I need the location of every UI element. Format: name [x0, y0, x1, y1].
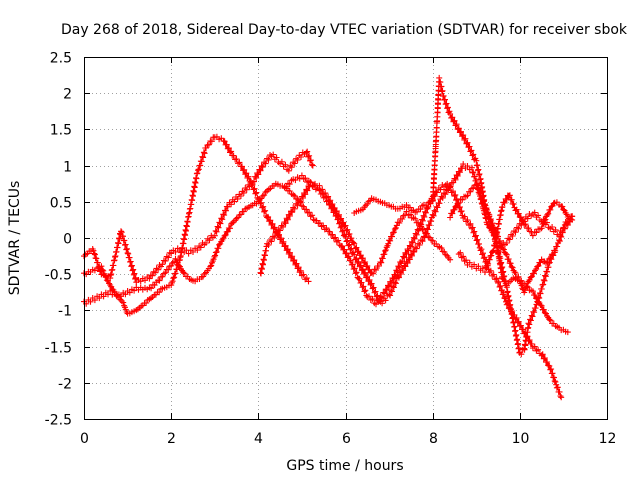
series-track-5: [281, 161, 571, 336]
y-tick-label: -2.5: [45, 413, 72, 429]
chart-title: Day 268 of 2018, Sidereal Day-to-day VTE…: [61, 22, 628, 38]
x-tick-label: 8: [429, 431, 438, 447]
x-axis-label: GPS time / hours: [286, 458, 403, 474]
series-markers: [281, 161, 571, 336]
series-track-9: [495, 209, 576, 254]
series-track-2: [81, 133, 312, 317]
y-tick-label: -2: [58, 377, 72, 393]
series-track-7: [447, 181, 558, 296]
plot-frame: [84, 57, 608, 420]
x-tick-label: 12: [599, 431, 617, 447]
x-tick-label: 6: [342, 431, 351, 447]
y-tick-label: -1.5: [45, 341, 72, 357]
x-tick-label: 4: [254, 431, 263, 447]
x-tick-label: 2: [167, 431, 176, 447]
y-tick-label: 2.5: [50, 51, 72, 67]
series-markers: [447, 181, 558, 296]
series-markers: [81, 133, 312, 317]
y-tick-label: -1: [58, 304, 72, 320]
y-tick-label: 2: [63, 87, 72, 103]
series-markers: [81, 180, 565, 401]
series-track-3: [81, 180, 565, 401]
y-tick-label: 0: [63, 232, 72, 248]
data-markers: [81, 74, 576, 401]
grid: [84, 57, 607, 419]
axes: 0 2 4 6 8 10 12 2.5 2 1.5 1 0.5 0 -0.5 -1 -1.5 -2 -2.5: [45, 51, 617, 448]
y-tick-label: 1: [63, 160, 72, 176]
y-tick-label: 1.5: [50, 123, 72, 139]
y-tick-label: 0.5: [50, 196, 72, 212]
series-markers: [495, 209, 576, 254]
x-tick-label: 10: [512, 431, 530, 447]
y-tick-label: -0.5: [45, 268, 72, 284]
y-axis-label: SDTVAR / TECUs: [7, 181, 23, 296]
x-tick-label: 0: [80, 431, 89, 447]
